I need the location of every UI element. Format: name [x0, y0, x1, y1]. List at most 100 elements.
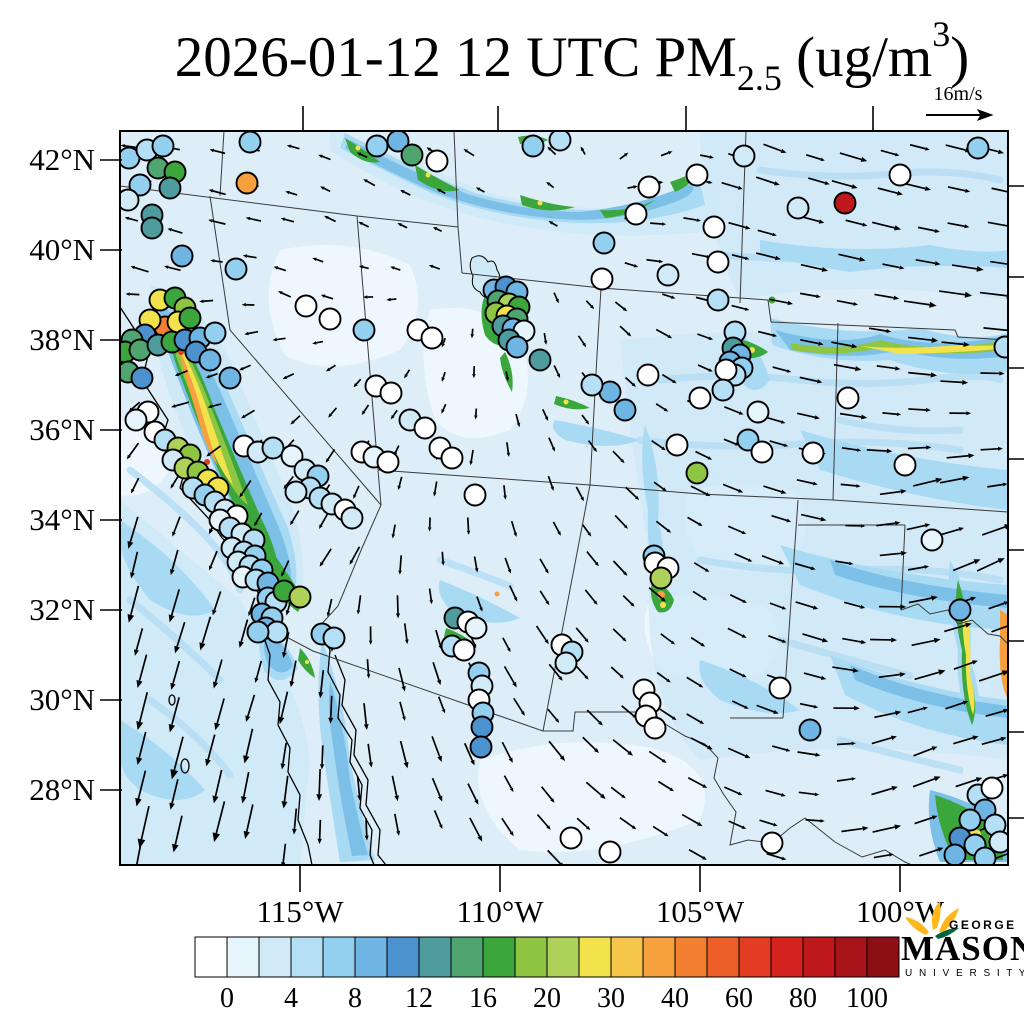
colorbar-box: [514, 936, 548, 978]
colorbar-tick-label: 20: [533, 983, 561, 1014]
colorbar-box: [322, 936, 356, 978]
colorbar-box: [834, 936, 868, 978]
station-marker: [554, 651, 578, 675]
station-marker: [592, 231, 616, 255]
station-marker: [656, 263, 680, 287]
colorbar-box: [738, 936, 772, 978]
lon-tick-label: 115°W: [256, 894, 344, 929]
colorbar-box: [194, 936, 228, 978]
station-marker: [218, 366, 242, 390]
colorbar-tick-label: 30: [597, 983, 625, 1014]
station-marker: [888, 163, 912, 187]
station-marker: [322, 626, 346, 650]
wind-vector-field: [120, 139, 1008, 865]
colorbar-tick-label: 60: [725, 983, 753, 1014]
station-marker: [203, 321, 227, 345]
logo-line3: U N I V E R S I T Y: [905, 968, 1024, 979]
station-marker: [988, 830, 1008, 854]
contour-streaks: [126, 166, 1004, 779]
colorbar-box: [866, 936, 900, 978]
station-marker: [170, 244, 194, 268]
station-marker: [685, 461, 709, 485]
station-marker: [470, 715, 494, 739]
colorbar-box: [482, 936, 516, 978]
lat-tick-label: 42°N: [29, 142, 95, 177]
station-marker: [420, 326, 444, 350]
lon-tick-label: 100°W: [856, 894, 945, 929]
station-marker: [463, 483, 487, 507]
logo-line1: GEORGE: [949, 918, 1017, 932]
station-marker: [413, 416, 437, 440]
station-marker: [128, 173, 152, 197]
station-marker: [746, 400, 770, 424]
colorbar-tick-label: 8: [348, 983, 362, 1014]
colorbar-tick-label: 0: [220, 983, 234, 1014]
station-marker: [452, 638, 476, 662]
state-borders: [120, 131, 1008, 865]
station-marker: [958, 808, 982, 832]
station-marker: [379, 381, 403, 405]
station-marker: [643, 716, 667, 740]
colorbar-tick-label: 100: [846, 983, 888, 1014]
colorbar-box: [674, 936, 708, 978]
station-marker: [732, 144, 756, 168]
station-marker: [580, 373, 604, 397]
station-marker: [798, 718, 822, 742]
station-marker: [893, 453, 917, 477]
colorbar-tick-label: 4: [284, 983, 298, 1014]
station-marker: [548, 131, 572, 152]
station-marker: [318, 307, 342, 331]
station-marker: [140, 216, 164, 240]
station-marker: [665, 433, 689, 457]
colorbar-box: [770, 936, 804, 978]
colorbar-box: [290, 936, 324, 978]
station-marker: [836, 386, 860, 410]
george-mason-logo: GEORGE MASON U N I V E R S I T Y: [901, 901, 1024, 979]
station-marker: [151, 134, 175, 158]
lon-tick-label: 105°W: [656, 894, 745, 929]
station-marker: [352, 318, 376, 342]
station-marker: [598, 840, 622, 864]
colorbar-tick-label: 12: [405, 983, 433, 1014]
colorbar-box: [450, 936, 484, 978]
station-marker: [235, 171, 259, 195]
colorbar-box: [546, 936, 580, 978]
station-marker: [340, 506, 364, 530]
lat-tick-label: 40°N: [29, 232, 95, 267]
station-marker: [637, 175, 661, 199]
colorbar-box: [258, 936, 292, 978]
colorbar-box: [386, 936, 420, 978]
station-marker: [801, 441, 825, 465]
station-marker: [613, 398, 637, 422]
station-marker: [559, 826, 583, 850]
map-frame: [119, 130, 1009, 866]
axis-labels: 42°N 40°N 38°N 36°N 34°N 32°N 30°N 28°N 115°W 110…: [29, 142, 945, 929]
station-marker: [528, 348, 552, 372]
station-marker: [685, 163, 709, 187]
station-marker: [521, 134, 545, 158]
colorbar-box: [802, 936, 836, 978]
station-marker: [750, 440, 774, 464]
colorbar-tick-label: 80: [789, 983, 817, 1014]
station-marker: [702, 215, 726, 239]
station-marker: [636, 363, 660, 387]
station-marker: [649, 566, 673, 590]
station-marker: [365, 134, 389, 158]
wind-reference-label: 16m/s: [934, 83, 983, 105]
colorbar-box: [578, 936, 612, 978]
station-marker: [714, 358, 738, 382]
colorbar-box: [418, 936, 452, 978]
lat-tick-label: 36°N: [29, 412, 95, 447]
axis-ticks: [100, 106, 1024, 892]
lon-tick-label: 110°W: [456, 894, 544, 929]
station-marker: [706, 288, 730, 312]
station-marker: [973, 846, 997, 865]
wind-reference-arrow-icon: [926, 109, 994, 121]
colorbar: 0 4 8 12 16 20 30 40 60 80 100: [194, 936, 900, 1014]
station-marker: [130, 366, 154, 390]
station-marker: [265, 620, 289, 644]
station-marker: [294, 294, 318, 318]
station-marker: [238, 131, 262, 154]
station-marker: [993, 335, 1008, 359]
station-marker: [280, 444, 304, 468]
